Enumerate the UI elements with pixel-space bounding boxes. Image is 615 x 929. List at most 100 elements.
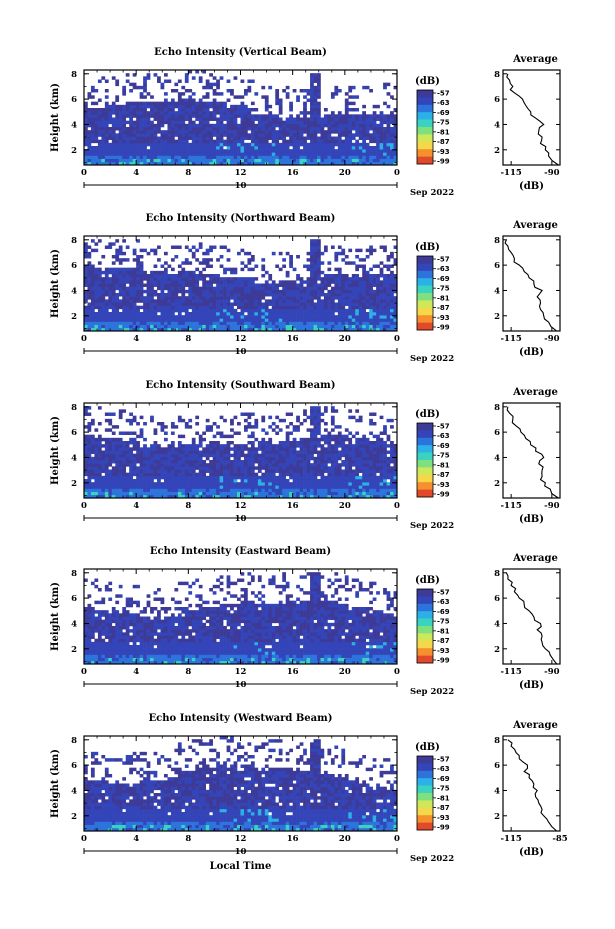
heatmap-cell (250, 482, 255, 486)
heatmap-cell (122, 277, 127, 281)
heatmap-cell (132, 155, 137, 159)
heatmap-cell (348, 277, 353, 281)
heatmap-cell (226, 441, 231, 445)
heatmap-cell (216, 146, 220, 150)
heatmap-cell (170, 327, 175, 332)
heatmap-cell (181, 482, 186, 486)
heatmap-cell (261, 491, 266, 496)
heatmap-cell (310, 104, 314, 109)
heatmap-cell (90, 308, 95, 313)
heatmap-cell (303, 149, 307, 153)
heatmap-cell (219, 308, 224, 313)
heatmap-cell (219, 466, 224, 470)
heatmap-cell (299, 289, 304, 294)
heatmap-cell (90, 302, 95, 306)
heatmap-cell (317, 245, 321, 249)
heatmap-cell (257, 152, 262, 156)
heatmap-cell (344, 152, 349, 156)
heatmap-cell (163, 280, 168, 284)
heatmap-cell (264, 491, 269, 496)
heatmap-cell (386, 130, 391, 134)
heatmap-cell (240, 305, 245, 310)
heatmap-cell (223, 101, 227, 106)
heatmap-cell (383, 289, 387, 294)
heatmap-cell (125, 491, 130, 496)
heatmap-cell (195, 450, 200, 454)
heatmap-cell (292, 315, 297, 319)
heatmap-cell (310, 98, 314, 102)
heatmap-cell (383, 101, 387, 106)
heatmap-cell (254, 155, 259, 159)
heatmap-cell (257, 139, 262, 144)
heatmap-cell (355, 130, 360, 134)
heatmap-cell (292, 308, 297, 313)
heatmap-cell (237, 155, 241, 159)
heatmap-cell (271, 491, 276, 496)
heatmap-cell (163, 472, 168, 477)
heatmap-cell (202, 450, 207, 454)
heatmap-cell (275, 142, 280, 147)
heatmap-cell (150, 283, 154, 287)
heatmap-cell (289, 139, 293, 144)
heatmap-cell (264, 308, 269, 313)
heatmap-cell (157, 245, 161, 249)
heatmap-cell (198, 286, 203, 291)
heatmap-cell (181, 296, 186, 300)
heatmap-cell (118, 447, 123, 451)
heatmap-cell (153, 324, 158, 329)
heatmap-cell (111, 136, 116, 140)
heatmap-cell (243, 136, 248, 140)
heatmap-cell (317, 95, 321, 99)
heatmap-cell (254, 293, 259, 297)
heatmap-cell (90, 264, 95, 268)
heatmap-cell (223, 152, 227, 156)
heatmap-cell (167, 149, 172, 153)
heatmap-cell (372, 155, 377, 159)
heatmap-cell (122, 104, 127, 109)
heatmap-cell (261, 127, 266, 131)
heatmap-cell (282, 130, 287, 134)
heatmap-cell (122, 485, 127, 489)
heatmap-cell (160, 299, 165, 303)
heatmap-cell (376, 136, 380, 140)
heatmap-cell (313, 324, 318, 329)
heatmap-cell (268, 463, 273, 467)
heatmap-cell (268, 444, 273, 448)
heatmap-cell (111, 161, 116, 166)
heatmap-cell (195, 463, 200, 467)
heatmap-cell (90, 466, 95, 470)
heatmap-cell (369, 136, 373, 140)
heatmap-cell (188, 450, 193, 454)
heatmap-cell (275, 479, 280, 483)
heatmap-cell (97, 120, 102, 125)
heatmap-cell (118, 251, 123, 256)
heatmap-cell (205, 302, 210, 306)
heatmap-cell (198, 444, 203, 448)
heatmap-cell (184, 299, 189, 303)
heatmap-cell (125, 418, 130, 423)
heatmap-cell (358, 133, 363, 137)
heatmap-cell (313, 248, 318, 253)
heatmap-cell (250, 447, 255, 451)
heatmap-cell (268, 277, 273, 281)
heatmap-cell (344, 315, 349, 319)
colorbar-swatch (417, 270, 433, 279)
heatmap-cell (240, 466, 245, 470)
heatmap-cell (174, 114, 179, 118)
heatmap-cell (278, 485, 283, 489)
heatmap-cell (275, 453, 280, 458)
heatmap-cell (233, 117, 238, 121)
heatmap-cell (118, 437, 123, 442)
heatmap-cell (212, 447, 217, 451)
heatmap-cell (223, 104, 227, 109)
heatmap-cell (327, 152, 332, 156)
heatmap-cell (292, 139, 297, 144)
heatmap-cell (226, 127, 231, 131)
heatmap-cell (136, 120, 140, 125)
heatmap-cell (226, 324, 231, 329)
heatmap-cell (132, 149, 137, 153)
heatmap-cell (143, 149, 147, 153)
heatmap-cell (386, 152, 391, 156)
heatmap-cell (139, 149, 144, 153)
heatmap-cell (386, 267, 391, 272)
